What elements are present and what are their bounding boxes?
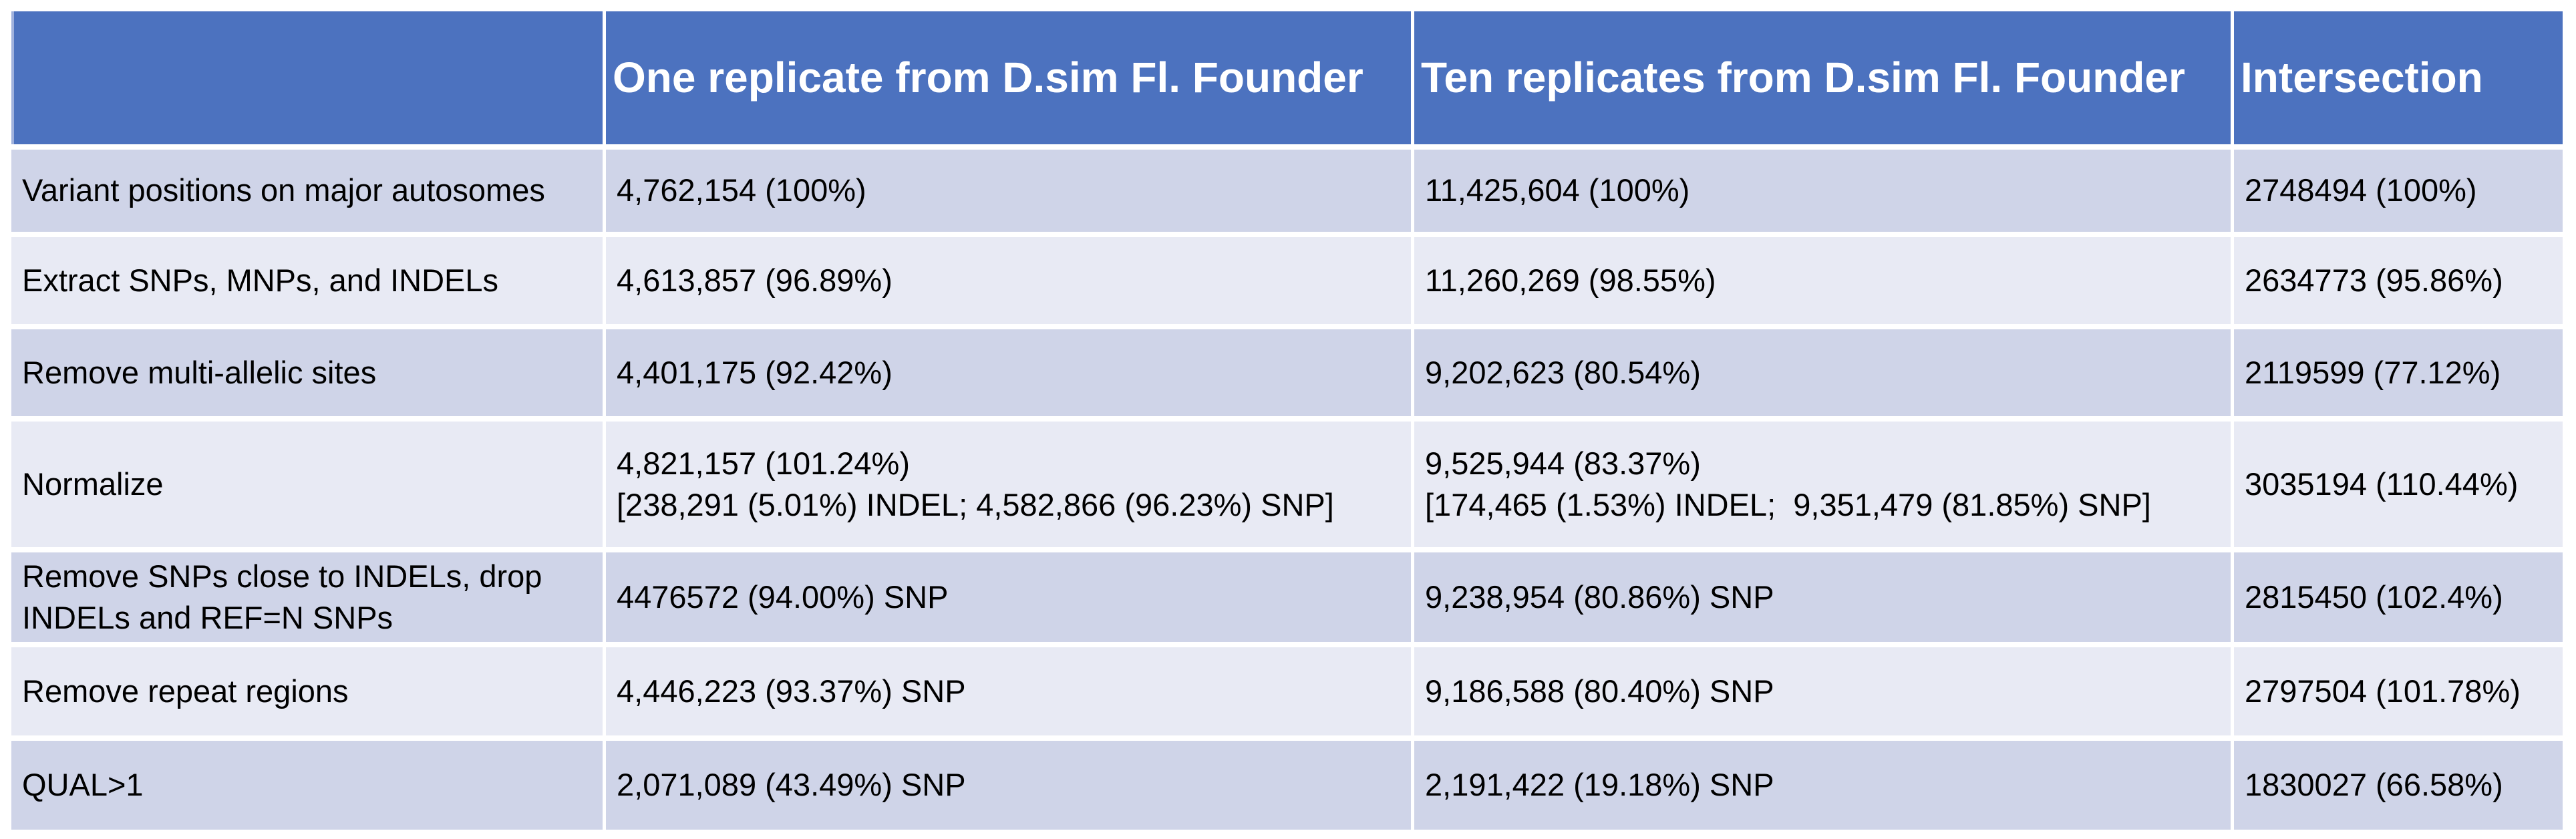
value-cell: 2,191,422 (19.18%) SNP — [1414, 741, 2231, 830]
variant-filtering-table: One replicate from D.sim Fl. Founder Ten… — [11, 11, 2563, 830]
value-cell: 9,525,944 (83.37%) [174,465 (1.53%) INDE… — [1414, 422, 2231, 547]
row-label-cell: Remove SNPs close to INDELs, drop INDELs… — [11, 552, 603, 642]
header-cell-ten-replicates: Ten replicates from D.sim Fl. Founder — [1414, 11, 2231, 144]
value-cell: 9,202,623 (80.54%) — [1414, 329, 2231, 416]
value-cell: 2119599 (77.12%) — [2234, 329, 2563, 416]
value-cell: 4,762,154 (100%) — [606, 150, 1411, 232]
value-cell: 11,425,604 (100%) — [1414, 150, 2231, 232]
value-cell: 4476572 (94.00%) SNP — [606, 552, 1411, 642]
row-label-cell: Normalize — [11, 422, 603, 547]
value-cell: 2634773 (95.86%) — [2234, 237, 2563, 324]
row-label-cell: QUAL>1 — [11, 741, 603, 830]
value-cell: 2797504 (101.78%) — [2234, 647, 2563, 735]
value-cell: 11,260,269 (98.55%) — [1414, 237, 2231, 324]
value-cell: 4,446,223 (93.37%) SNP — [606, 647, 1411, 735]
value-cell: 2,071,089 (43.49%) SNP — [606, 741, 1411, 830]
header-cell-one-replicate: One replicate from D.sim Fl. Founder — [606, 11, 1411, 144]
value-cell: 9,238,954 (80.86%) SNP — [1414, 552, 2231, 642]
value-cell: 3035194 (110.44%) — [2234, 422, 2563, 547]
value-cell: 1830027 (66.58%) — [2234, 741, 2563, 830]
value-cell: 2815450 (102.4%) — [2234, 552, 2563, 642]
value-cell: 4,821,157 (101.24%) [238,291 (5.01%) IND… — [606, 422, 1411, 547]
value-cell: 4,401,175 (92.42%) — [606, 329, 1411, 416]
value-cell: 4,613,857 (96.89%) — [606, 237, 1411, 324]
header-cell-blank — [11, 11, 603, 144]
row-label-cell: Extract SNPs, MNPs, and INDELs — [11, 237, 603, 324]
row-label-cell: Remove multi-allelic sites — [11, 329, 603, 416]
row-label-cell: Variant positions on major autosomes — [11, 150, 603, 232]
value-cell: 2748494 (100%) — [2234, 150, 2563, 232]
row-label-cell: Remove repeat regions — [11, 647, 603, 735]
header-cell-intersection: Intersection — [2234, 11, 2563, 144]
value-cell: 9,186,588 (80.40%) SNP — [1414, 647, 2231, 735]
